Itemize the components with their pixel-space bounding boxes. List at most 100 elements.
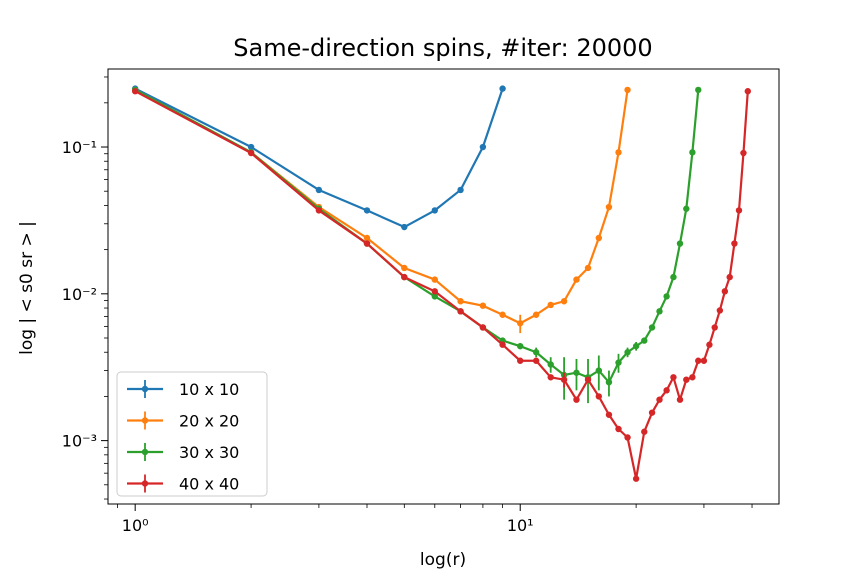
data-point	[726, 273, 733, 281]
series-10x10	[131, 85, 506, 231]
data-point	[532, 357, 540, 364]
data-point	[401, 264, 408, 272]
legend-label: 10 x 10	[179, 380, 239, 399]
data-point	[532, 349, 540, 356]
data-point	[656, 396, 663, 403]
data-point	[695, 86, 702, 94]
data-point	[605, 411, 613, 418]
data-point	[479, 302, 487, 309]
legend-item: 20 x 20	[127, 411, 239, 431]
data-point	[560, 376, 568, 383]
data-point	[584, 376, 592, 383]
data-point	[401, 273, 408, 281]
legend-label: 40 x 40	[179, 475, 239, 494]
data-point	[721, 288, 729, 295]
data-point	[683, 205, 690, 212]
data-point	[457, 298, 464, 305]
data-point	[315, 207, 323, 214]
data-point	[479, 324, 487, 331]
data-point	[457, 308, 464, 315]
y-axis-label: log | < s0 sr > |	[17, 221, 37, 355]
x-axis-label: log(r)	[420, 550, 466, 570]
legend-marker	[141, 417, 149, 424]
x-tick-label: 10¹	[507, 516, 534, 535]
data-point	[131, 88, 139, 95]
data-point	[716, 307, 724, 314]
data-point	[560, 298, 568, 305]
data-point	[735, 207, 743, 214]
data-point	[706, 341, 713, 348]
data-point	[663, 293, 670, 300]
data-point	[744, 88, 751, 95]
data-point	[247, 143, 255, 151]
data-point	[624, 86, 631, 94]
y-tick-label: 10⁻²	[62, 285, 97, 304]
data-point	[573, 276, 580, 283]
data-point	[547, 361, 554, 368]
data-point	[363, 240, 371, 247]
data-point	[641, 337, 648, 344]
data-point	[676, 240, 684, 247]
data-point	[632, 342, 640, 350]
data-point	[431, 288, 438, 295]
data-point	[573, 396, 580, 403]
legend-label: 30 x 30	[179, 443, 239, 462]
data-point	[695, 357, 702, 364]
legend-marker	[141, 448, 149, 456]
data-point	[517, 342, 524, 350]
data-point	[605, 378, 613, 386]
legend: 10 x 10 20 x 20 30 x 30 40 x 40	[116, 371, 268, 497]
data-point	[595, 367, 603, 374]
data-point	[670, 374, 677, 381]
data-point	[517, 320, 524, 327]
data-point	[363, 234, 371, 242]
legend-marker	[141, 385, 149, 393]
x-tick-label: 10⁰	[122, 516, 149, 535]
data-point	[431, 293, 438, 300]
data-point	[401, 223, 408, 231]
data-point	[632, 475, 640, 482]
data-point	[689, 374, 696, 381]
data-point	[648, 409, 656, 416]
data-point	[683, 376, 690, 383]
data-point	[457, 186, 464, 194]
axes-frame	[107, 68, 780, 505]
data-point	[700, 357, 708, 364]
data-point	[670, 273, 677, 281]
data-point	[605, 203, 613, 211]
data-point	[615, 425, 622, 433]
data-point	[663, 387, 670, 394]
data-point	[689, 149, 696, 156]
data-point	[479, 143, 487, 151]
chart-title: Same-direction spins, #iter: 20000	[233, 34, 652, 62]
data-point	[431, 207, 438, 214]
data-point	[624, 349, 631, 356]
data-point	[547, 301, 554, 309]
data-point	[615, 359, 622, 366]
data-point	[431, 276, 438, 283]
series-40x40	[131, 88, 751, 482]
data-point	[499, 311, 506, 318]
data-point	[740, 149, 747, 157]
data-point	[641, 428, 648, 435]
data-point	[532, 311, 540, 318]
legend-label: 20 x 20	[179, 412, 239, 431]
data-point	[648, 324, 656, 331]
data-point	[595, 393, 603, 400]
legend-item: 10 x 10	[127, 380, 239, 399]
data-point	[363, 207, 371, 214]
data-point	[499, 85, 506, 92]
data-point	[711, 324, 718, 331]
data-point	[315, 186, 323, 194]
data-point	[499, 341, 506, 348]
data-point	[615, 149, 622, 156]
data-point	[517, 357, 524, 364]
data-point	[656, 308, 663, 315]
y-tick-label: 10⁻³	[62, 432, 97, 451]
data-point	[247, 149, 255, 157]
legend-marker	[141, 480, 149, 487]
plot-area: 10⁰ 10¹ 10⁻³ 10⁻² 10⁻¹	[62, 68, 780, 535]
legend-box	[116, 371, 268, 497]
